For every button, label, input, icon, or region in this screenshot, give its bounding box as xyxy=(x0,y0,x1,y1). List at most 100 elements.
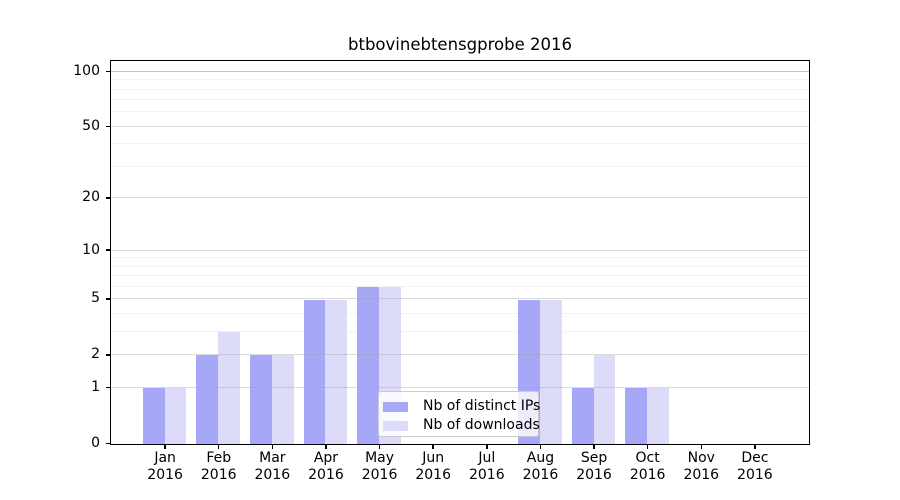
x-tick-month: Oct xyxy=(635,450,660,466)
x-tick-year: 2016 xyxy=(308,467,344,483)
x-tick-month: Jan xyxy=(154,450,176,466)
bar-downloads-mar xyxy=(271,355,294,444)
x-tick-year: 2016 xyxy=(468,467,505,483)
minor-gridline xyxy=(111,257,809,259)
major-gridline xyxy=(111,197,809,199)
y-tick xyxy=(106,442,110,445)
x-tick xyxy=(271,445,274,449)
x-tick xyxy=(325,445,327,449)
x-tick-year: 2016 xyxy=(576,467,612,483)
x-tick xyxy=(486,445,488,449)
x-tick xyxy=(217,445,220,449)
y-tick xyxy=(106,197,110,199)
x-tick-label: Jul 2016 xyxy=(455,450,519,484)
bar-distinct-ips-apr xyxy=(303,299,326,444)
x-tick-year: 2016 xyxy=(254,467,291,483)
bar-distinct-ips-mar xyxy=(250,355,272,444)
x-tick-label: Aug 2016 xyxy=(508,450,572,484)
minor-gridline xyxy=(111,166,809,168)
bar-downloads-oct xyxy=(647,388,669,444)
bar-distinct-ips-oct xyxy=(625,388,648,444)
major-gridline xyxy=(111,298,809,300)
x-tick xyxy=(539,445,542,449)
x-tick-label: Sep 2016 xyxy=(562,450,626,484)
minor-gridline xyxy=(111,111,809,113)
x-tick-label: Jun 2016 xyxy=(401,450,465,484)
x-tick-month: Jun xyxy=(422,450,445,466)
bar-distinct-ips-may xyxy=(357,287,380,444)
bar-downloads-aug xyxy=(539,299,562,444)
y-tick-label: 50 xyxy=(82,117,100,134)
plot-area: Nb of distinct IPs Nb of downloads xyxy=(110,60,810,445)
x-tick-label: Feb 2016 xyxy=(187,450,251,484)
y-tick-label: 5 xyxy=(91,290,100,307)
chart-title: btbovinebtensgprobe 2016 xyxy=(348,35,572,54)
major-gridline xyxy=(111,387,809,389)
x-tick xyxy=(378,445,381,449)
x-tick xyxy=(164,445,166,449)
legend: Nb of distinct IPs Nb of downloads xyxy=(378,391,541,437)
x-tick-month: Aug xyxy=(526,450,555,466)
major-gridline xyxy=(111,125,809,127)
y-tick-label: 20 xyxy=(82,189,100,206)
minor-gridline xyxy=(111,313,809,315)
y-tick-label: 1 xyxy=(91,379,100,396)
y-tick-label: 100 xyxy=(73,62,100,79)
x-tick-month: Feb xyxy=(206,450,232,466)
legend-swatch-downloads xyxy=(383,420,408,431)
x-tick-year: 2016 xyxy=(200,467,237,483)
x-tick-month: Mar xyxy=(259,450,286,466)
x-tick-label: Apr 2016 xyxy=(294,450,358,484)
x-tick xyxy=(754,445,756,449)
y-tick xyxy=(106,298,110,300)
x-tick-year: 2016 xyxy=(415,467,451,483)
minor-gridline xyxy=(111,265,809,267)
x-tick-label: Dec 2016 xyxy=(723,450,787,484)
x-tick-label: May 2016 xyxy=(348,450,412,484)
major-gridline xyxy=(111,354,809,356)
legend-swatch-distinct-ips xyxy=(383,401,408,412)
bar-distinct-ips-sep xyxy=(571,388,594,444)
x-tick-month: Dec xyxy=(741,450,769,466)
major-gridline xyxy=(111,249,809,251)
bar-distinct-ips-feb xyxy=(196,355,219,444)
y-tick xyxy=(106,70,110,72)
minor-gridline xyxy=(111,99,809,101)
bar-downloads-apr xyxy=(325,299,348,444)
x-tick xyxy=(700,445,703,449)
x-tick-month: Sep xyxy=(580,450,608,466)
x-tick-year: 2016 xyxy=(522,467,559,483)
x-tick-year: 2016 xyxy=(629,467,666,483)
minor-gridline xyxy=(111,88,809,90)
x-tick-label: Jan 2016 xyxy=(133,450,197,484)
x-tick-year: 2016 xyxy=(361,467,398,483)
legend-label-distinct-ips: Nb of distinct IPs xyxy=(423,398,541,414)
bar-downloads-jan xyxy=(164,388,187,444)
legend-row-distinct-ips: Nb of distinct IPs xyxy=(383,397,541,416)
minor-gridline xyxy=(111,286,809,288)
x-tick xyxy=(646,445,649,449)
x-tick xyxy=(593,445,595,449)
minor-gridline xyxy=(111,143,809,145)
minor-gridline xyxy=(111,275,809,277)
y-tick-label: 2 xyxy=(91,346,100,363)
x-tick-month: Apr xyxy=(313,450,339,466)
major-gridline xyxy=(111,70,809,72)
x-tick-label: Mar 2016 xyxy=(240,450,304,484)
minor-gridline xyxy=(111,79,809,81)
y-tick-label: 0 xyxy=(91,435,100,451)
x-tick-label: Oct 2016 xyxy=(616,450,680,484)
legend-label-downloads: Nb of downloads xyxy=(423,417,540,433)
bar-downloads-sep xyxy=(593,355,616,444)
y-tick xyxy=(106,386,110,389)
y-tick-label: 10 xyxy=(82,241,100,258)
x-tick xyxy=(432,445,434,449)
bar-downloads-feb xyxy=(218,332,241,444)
x-tick-month: May xyxy=(365,450,395,466)
y-tick xyxy=(106,125,110,128)
x-tick-label: Nov 2016 xyxy=(669,450,733,484)
x-tick-year: 2016 xyxy=(683,467,720,483)
x-tick-month: Nov xyxy=(687,450,715,466)
x-tick-year: 2016 xyxy=(147,467,183,483)
